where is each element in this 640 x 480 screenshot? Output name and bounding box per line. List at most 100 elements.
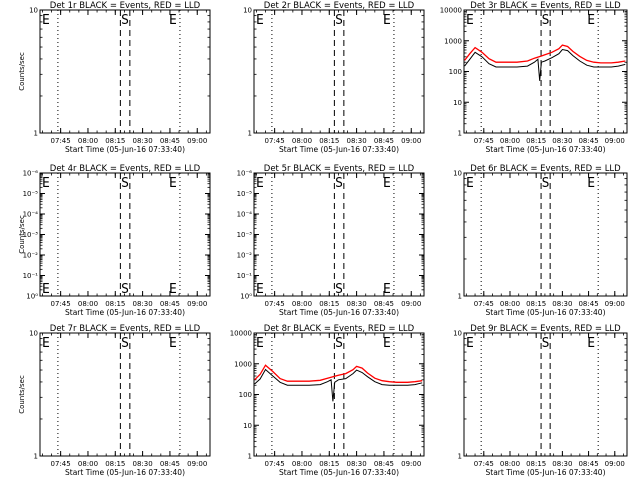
panel-det-7: Det 7r BLACK = Events, RED = LLD 1 10 Count… — [18, 324, 211, 477]
x-tick-label: 08:00 — [78, 137, 98, 145]
x-tick-label: 08:00 — [292, 460, 312, 468]
x-tick-label: 08:00 — [500, 137, 520, 145]
x-tick-label: 08:45 — [160, 137, 180, 145]
y-tick-label: 10⁻⁴ — [23, 211, 39, 219]
x-axis-label: Start Time (05-Jun-16 07:33:40) — [65, 468, 185, 477]
x-tick-label: 09:00 — [187, 460, 207, 468]
event-marker-E: E — [466, 13, 474, 28]
event-marker-S: S — [335, 176, 343, 191]
y-tick-label: 10 — [453, 330, 462, 338]
event-marker-E: E — [256, 176, 264, 191]
x-tick-label: 09:00 — [605, 300, 625, 308]
x-axis-label: Start Time (05-Jun-16 07:33:40) — [486, 308, 606, 317]
y-tick-label: 10000 — [230, 330, 252, 338]
event-marker-S: S — [542, 176, 550, 191]
y-tick-label: 1 — [458, 453, 462, 461]
x-tick-label: 08:15 — [526, 460, 546, 468]
x-tick-label: 07:45 — [474, 300, 494, 308]
y-tick-label: 10⁻⁵ — [237, 190, 253, 198]
x-tick-label: 08:00 — [78, 300, 98, 308]
panel-det-2: Det 2r BLACK = Events, RED = LLD 1 10 07:45… — [243, 1, 425, 154]
y-tick-label: 10 — [29, 330, 38, 338]
panel-title: Det 5r BLACK = Events, RED = LLD — [264, 164, 415, 174]
panel-title: Det 9r BLACK = Events, RED = LLD — [470, 324, 621, 334]
plot-frame — [253, 332, 425, 457]
x-axis-label: Start Time (05-Jun-16 07:33:40) — [279, 308, 399, 317]
y-tick-label: 10⁻⁵ — [23, 190, 39, 198]
event-marker-S: S — [121, 336, 129, 351]
event-marker-E: E — [383, 176, 391, 191]
panel-title: Det 7r BLACK = Events, RED = LLD — [50, 324, 201, 334]
x-tick-label: 08:00 — [500, 460, 520, 468]
x-tick-label: 08:30 — [552, 137, 572, 145]
event-marker-E: E — [256, 13, 264, 28]
series-line-lld — [254, 364, 423, 383]
x-tick-label: 07:45 — [51, 300, 71, 308]
panel-title: Det 6r BLACK = Events, RED = LLD — [470, 164, 621, 174]
event-marker-E: E — [42, 282, 50, 297]
panel-title: Det 1r BLACK = Events, RED = LLD — [50, 1, 201, 11]
plot-frame — [253, 172, 425, 297]
y-tick-label: 10⁻⁶ — [23, 170, 39, 178]
x-tick-label: 08:30 — [347, 137, 367, 145]
y-tick-label: 10 — [453, 170, 462, 178]
x-tick-label: 07:45 — [265, 460, 285, 468]
event-marker-E: E — [256, 336, 264, 351]
series-line-events — [254, 368, 423, 402]
x-axis-label: Start Time (05-Jun-16 07:33:40) — [279, 145, 399, 154]
x-tick-label: 09:00 — [605, 460, 625, 468]
x-tick-label: 09:00 — [401, 137, 421, 145]
x-axis-label: Start Time (05-Jun-16 07:33:40) — [65, 308, 185, 317]
x-tick-label: 08:00 — [292, 300, 312, 308]
x-tick-label: 07:45 — [265, 137, 285, 145]
x-tick-label: 08:45 — [160, 460, 180, 468]
panel-det-9: Det 9r BLACK = Events, RED = LLD 1 10 07:45… — [453, 324, 628, 477]
y-tick-label: 1 — [248, 453, 252, 461]
x-tick-label: 08:15 — [105, 137, 125, 145]
x-tick-label: 07:45 — [265, 300, 285, 308]
event-marker-S: S — [542, 13, 550, 28]
x-tick-label: 08:15 — [319, 137, 339, 145]
event-marker-S: S — [542, 336, 550, 351]
y-axis-label: Counts/sec — [18, 375, 26, 414]
plot-frame — [463, 172, 628, 297]
event-marker-E: E — [383, 13, 391, 28]
y-tick-label: 100 — [239, 391, 252, 399]
event-marker-S: S — [121, 13, 129, 28]
panel-det-8: Det 8r BLACK = Events, RED = LLD 1 10 100 10… — [230, 324, 425, 477]
x-tick-label: 07:45 — [51, 137, 71, 145]
event-marker-E: E — [42, 176, 50, 191]
x-tick-label: 09:00 — [401, 300, 421, 308]
y-axis-label: Counts/sec — [18, 215, 26, 254]
panel-det-5: Det 5r BLACK = Events, RED = LLD 10⁰ 10⁻¹ 1… — [237, 164, 425, 317]
event-marker-E: E — [466, 336, 474, 351]
panel-title: Det 2r BLACK = Events, RED = LLD — [264, 1, 415, 11]
x-tick-label: 08:30 — [552, 460, 572, 468]
x-tick-label: 08:00 — [500, 300, 520, 308]
y-tick-label: 1 — [248, 130, 252, 138]
y-tick-label: 10⁻⁴ — [237, 211, 253, 219]
event-marker-E: E — [42, 336, 50, 351]
event-marker-E: E — [587, 176, 595, 191]
x-tick-label: 08:15 — [319, 300, 339, 308]
event-marker-S: S — [121, 176, 129, 191]
event-marker-S: S — [335, 336, 343, 351]
x-tick-label: 07:45 — [474, 460, 494, 468]
x-tick-label: 08:00 — [78, 460, 98, 468]
y-tick-label: 10 — [243, 422, 252, 430]
x-tick-label: 09:00 — [187, 137, 207, 145]
y-tick-label: 10 — [29, 7, 38, 15]
y-tick-label: 1 — [34, 130, 38, 138]
x-tick-label: 08:00 — [292, 137, 312, 145]
plot-frame — [39, 9, 211, 134]
x-tick-label: 08:45 — [578, 137, 598, 145]
y-tick-label: 10⁻¹ — [23, 272, 39, 280]
panel-title: Det 8r BLACK = Events, RED = LLD — [264, 324, 415, 334]
x-tick-label: 09:00 — [401, 460, 421, 468]
x-tick-label: 07:45 — [474, 137, 494, 145]
x-tick-label: 08:45 — [578, 460, 598, 468]
y-tick-label: 1 — [34, 453, 38, 461]
y-tick-label: 10⁻³ — [237, 231, 253, 239]
panel-det-4: Det 4r BLACK = Events, RED = LLD 10⁰ 10⁻¹ 1… — [18, 164, 211, 317]
